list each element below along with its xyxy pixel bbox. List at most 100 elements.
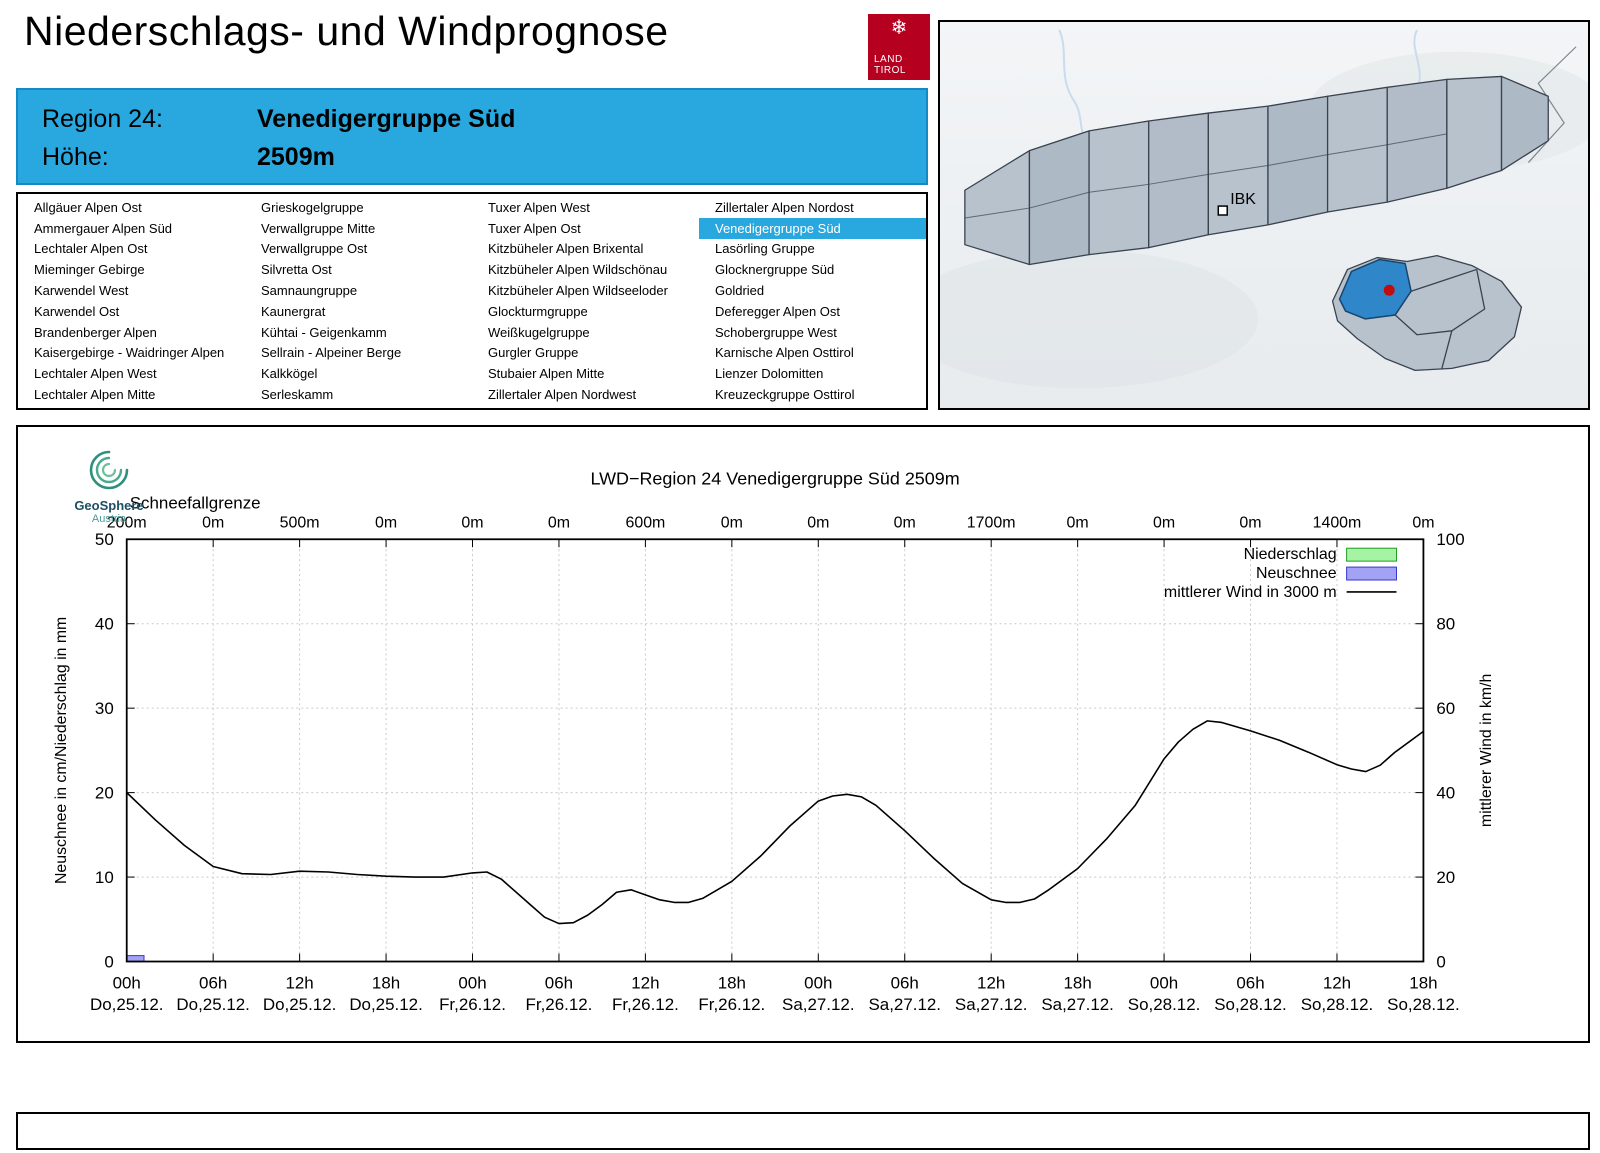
legend-label: Niederschlag [1244,546,1337,563]
ytick-right-label: 100 [1436,530,1464,549]
land-tirol-logo: ❄ LAND TIROL [868,14,930,80]
region-item[interactable]: Brandenberger Alpen [34,324,157,340]
snowline-value: 500m [280,514,320,531]
region-item[interactable]: Zillertaler Alpen Nordost [715,199,854,215]
snowline-value: 1400m [1313,514,1362,531]
y-axis-label-right: mittlerer Wind in km/h [1478,674,1495,827]
xtick-time: 12h [285,973,313,992]
tirol-map[interactable]: IBK [940,22,1588,408]
xtick-date: Do,25.12. [176,995,249,1014]
xtick-date: Do,25.12. [90,995,163,1014]
region-item[interactable]: Ammergauer Alpen Süd [34,220,173,236]
region-item[interactable]: Lechtaler Alpen Ost [34,241,148,257]
region-item[interactable]: Schobergruppe West [715,324,837,340]
river [1058,29,1090,147]
snowline-value: 0m [1067,514,1089,531]
region-item[interactable]: Venedigergruppe Süd [699,217,926,239]
region-item[interactable]: Lienzer Dolomitten [715,366,824,382]
region-item[interactable]: Mieminger Gebirge [34,262,145,278]
snowline-value: 0m [202,514,224,531]
xtick-date: Sa,27.12. [782,995,855,1014]
geosphere-icon [89,450,129,490]
altitude-value: 2509m [257,142,335,171]
land-tirol-logo-text: LAND TIROL [874,54,906,76]
region-item[interactable]: Gurgler Gruppe [488,345,579,361]
map-panel[interactable]: IBK [938,20,1590,410]
snowline-value: 0m [1153,514,1175,531]
region-header: Region 24: Venedigergruppe Süd Höhe: 250… [16,88,928,185]
region-item[interactable]: Kaunergrat [261,303,326,319]
region-item[interactable]: Goldried [715,283,765,299]
region-item[interactable]: Karwendel West [34,283,129,299]
region-item[interactable]: Glockturmgruppe [488,303,588,319]
snowflake-icon: ❄ [890,17,908,39]
snowline-value: 0m [721,514,743,531]
region-item[interactable]: Grieskogelgruppe [261,199,364,215]
region-item[interactable]: Tuxer Alpen Ost [488,220,581,236]
xtick-time: 18h [718,973,746,992]
region-item[interactable]: Deferegger Alpen Ost [715,303,841,319]
region-item[interactable]: Stubaier Alpen Mitte [488,366,605,382]
forecast-chart: 00h Do,25.12. 20 0m 06h Do,25.12. 0m 12h Do,25.1… [53,469,1495,1015]
xtick-date: So,28.12. [1387,995,1460,1014]
ytick-right-label: 80 [1436,615,1455,634]
region-item[interactable]: Silvretta Ost [261,262,332,278]
region-item[interactable]: Zillertaler Alpen Nordwest [488,387,637,403]
region-item[interactable]: Kreuzeckgruppe Osttirol [715,387,855,403]
xtick-date: Fr,26.12. [439,995,506,1014]
xtick-date: Fr,26.12. [526,995,593,1014]
region-item[interactable]: Sellrain - Alpeiner Berge [261,345,402,361]
region-item[interactable]: Kalkkögel [261,366,318,382]
region-item[interactable]: Karwendel Ost [34,303,120,319]
region-item[interactable]: Karnische Alpen Osttirol [715,345,854,361]
district-divider [1451,269,1486,332]
district[interactable] [1148,112,1209,249]
region-item[interactable]: Tuxer Alpen West [488,199,590,215]
xtick-date: Fr,26.12. [698,995,765,1014]
geosphere-name: GeoSphere [74,498,144,513]
district[interactable] [964,150,1031,266]
district[interactable] [1028,130,1090,266]
snowline-value: 1700m [967,514,1016,531]
region-item[interactable]: Lasörling Gruppe [715,241,815,257]
district[interactable] [1446,75,1503,189]
region-item[interactable]: Samnaungruppe [261,283,358,299]
region-item[interactable]: Allgäuer Alpen Ost [34,199,142,215]
snowline-value: 600m [625,514,665,531]
region-item[interactable]: Verwallgruppe Ost [261,241,368,257]
region-item[interactable]: Kitzbüheler Alpen Brixental [488,241,644,257]
ytick-left-label: 40 [95,615,114,634]
ytick-right-label: 60 [1436,699,1455,718]
region-item[interactable]: Serleskamm [261,387,334,403]
xtick-time: 12h [1323,973,1351,992]
xtick-date: So,28.12. [1128,995,1201,1014]
altitude-label: Höhe: [42,142,109,171]
ytick-right-label: 20 [1436,868,1455,887]
region-item[interactable]: Kitzbüheler Alpen Wildschönau [488,262,668,278]
region-item[interactable]: Kühtai - Geigenkamm [261,324,387,340]
district[interactable] [1386,78,1448,203]
plot-border [125,538,1425,963]
xtick-time: 00h [804,973,832,992]
xtick-date: Sa,27.12. [1041,995,1114,1014]
chart-title: LWD−Region 24 Venedigergruppe Süd 2509m [590,469,959,489]
district[interactable] [1500,75,1549,172]
xtick-time: 12h [977,973,1005,992]
xtick-date: Fr,26.12. [612,995,679,1014]
ytick-left-label: 10 [95,868,114,887]
xtick-time: 06h [891,973,919,992]
selected-region-shape[interactable] [1338,258,1412,320]
region-item[interactable]: Lechtaler Alpen West [34,366,157,382]
snowline-value: 0m [548,514,570,531]
region-item[interactable]: Kaisergebirge - Waidringer Alpen [34,345,225,361]
xtick-time: 06h [199,973,227,992]
legend-swatch [1346,547,1397,562]
selected-region-dot [1383,284,1395,296]
region-item[interactable]: Lechtaler Alpen Mitte [34,387,156,403]
region-item[interactable]: Weißkugelgruppe [488,324,590,340]
region-item[interactable]: Verwallgruppe Mitte [261,220,376,236]
region-item[interactable]: Glocknergruppe Süd [715,262,835,278]
region-item[interactable]: Kitzbüheler Alpen Wildseeloder [488,283,668,299]
footer-strip [16,1112,1590,1150]
xtick-date: Do,25.12. [263,995,336,1014]
